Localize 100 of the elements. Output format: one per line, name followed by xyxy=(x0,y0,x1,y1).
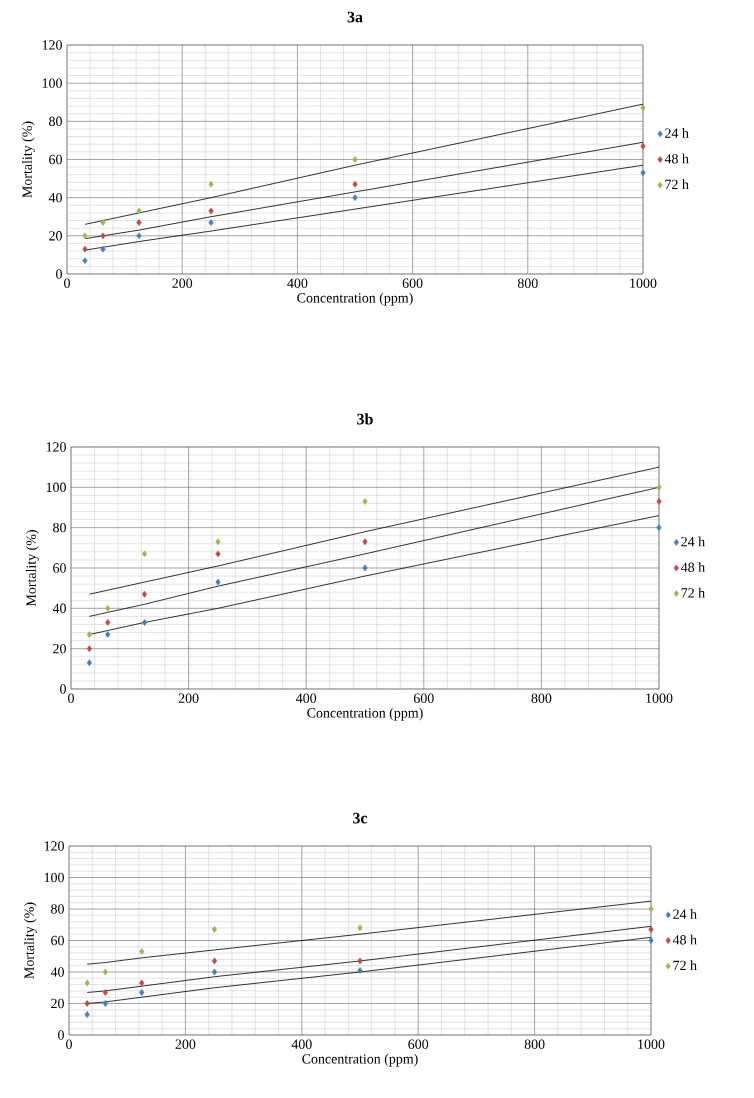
x-tick-label: 200 xyxy=(178,693,199,703)
point xyxy=(139,948,145,955)
point xyxy=(648,937,654,944)
point xyxy=(640,169,646,177)
x-tick-label: 400 xyxy=(296,693,317,703)
point xyxy=(102,989,108,996)
point xyxy=(211,926,218,933)
x-tick-label: 400 xyxy=(291,1039,312,1049)
point xyxy=(656,483,662,491)
point xyxy=(362,564,368,572)
y-tick-label: 120 xyxy=(42,40,62,50)
point xyxy=(357,967,363,974)
y-tick-label: 120 xyxy=(46,442,66,452)
y-tick-label: 0 xyxy=(56,269,62,279)
point xyxy=(357,924,363,932)
line-series xyxy=(88,466,660,595)
x-tick-label: 600 xyxy=(402,278,423,288)
point xyxy=(139,979,145,987)
point xyxy=(656,524,662,532)
x-tick-label: 0 xyxy=(68,693,74,703)
point xyxy=(141,590,148,598)
point xyxy=(82,232,88,240)
y-tick-label: 40 xyxy=(50,967,64,977)
y-tick-label: 80 xyxy=(49,116,62,127)
point xyxy=(208,207,214,215)
y-tick-label: 20 xyxy=(49,231,62,241)
x-tick-label: 200 xyxy=(175,1039,196,1049)
point xyxy=(215,578,221,586)
x-tick-label: 600 xyxy=(408,1039,429,1049)
x-axis-title: Concentration (ppm) xyxy=(302,1053,418,1067)
point xyxy=(139,989,145,996)
point xyxy=(362,498,368,505)
y-tick-label: 80 xyxy=(53,522,66,533)
point xyxy=(136,219,142,226)
y-tick-label: 60 xyxy=(53,563,66,573)
point xyxy=(100,219,106,226)
point xyxy=(141,550,148,558)
point xyxy=(82,257,88,265)
point xyxy=(86,659,92,667)
y-tick-label: 100 xyxy=(46,482,66,493)
x-tick-label: 600 xyxy=(413,693,434,703)
line-series xyxy=(84,141,644,240)
x-tick-label: 800 xyxy=(524,1039,545,1049)
y-tick-label: 80 xyxy=(51,904,64,914)
y-tick-label: 20 xyxy=(51,998,64,1009)
point xyxy=(215,538,221,546)
point xyxy=(100,245,106,253)
line-series xyxy=(86,900,652,965)
point xyxy=(136,232,142,240)
y-tick-label: 100 xyxy=(44,872,64,883)
point xyxy=(105,619,111,626)
y-tick-label: 0 xyxy=(58,1030,64,1040)
chart-title: 3a xyxy=(347,11,363,23)
x-axis-title: Concentration (ppm) xyxy=(297,292,413,306)
point xyxy=(84,1000,90,1007)
x-tick-label: 800 xyxy=(517,278,538,288)
point xyxy=(208,219,214,226)
point xyxy=(640,142,646,150)
legend-label: 48 h xyxy=(681,562,705,572)
line-series xyxy=(88,486,660,617)
y-tick-label: 40 xyxy=(52,603,66,614)
y-axis-title: Mortality (%) xyxy=(24,902,37,979)
point xyxy=(352,194,358,202)
point xyxy=(211,968,218,976)
legend-label: 24 h xyxy=(681,536,705,547)
point xyxy=(141,619,148,626)
y-axis-title: Mortality (%) xyxy=(22,121,35,198)
legend-label: 48 h xyxy=(672,934,697,945)
point xyxy=(352,180,358,188)
point xyxy=(84,1011,90,1018)
point xyxy=(656,498,662,505)
point xyxy=(84,979,90,987)
point xyxy=(208,180,214,188)
legend-label: 72 h xyxy=(681,587,705,598)
legend-label: 24 h xyxy=(673,909,697,919)
x-tick-label: 200 xyxy=(172,278,193,288)
chart-title: 3b xyxy=(357,413,373,425)
y-axis-title: Mortality (%) xyxy=(26,530,39,607)
y-tick-label: 0 xyxy=(60,684,66,694)
point xyxy=(357,957,363,965)
x-axis-title: Concentration (ppm) xyxy=(307,707,423,721)
point xyxy=(362,538,368,546)
point xyxy=(640,104,646,112)
point xyxy=(211,957,218,965)
x-tick-label: 1000 xyxy=(638,1039,665,1049)
point xyxy=(105,631,111,638)
point xyxy=(648,905,654,913)
point xyxy=(215,550,221,558)
point xyxy=(352,156,358,163)
legend-label: 48 h xyxy=(664,153,689,164)
y-tick-label: 60 xyxy=(51,935,64,946)
point xyxy=(100,232,106,240)
x-tick-label: 1000 xyxy=(630,278,657,288)
y-tick-label: 60 xyxy=(49,154,62,165)
point xyxy=(82,245,88,253)
x-tick-label: 400 xyxy=(287,278,308,288)
point xyxy=(86,631,92,638)
point xyxy=(86,645,92,653)
x-tick-label: 1000 xyxy=(646,693,673,703)
chart-title: 3c xyxy=(353,812,368,824)
